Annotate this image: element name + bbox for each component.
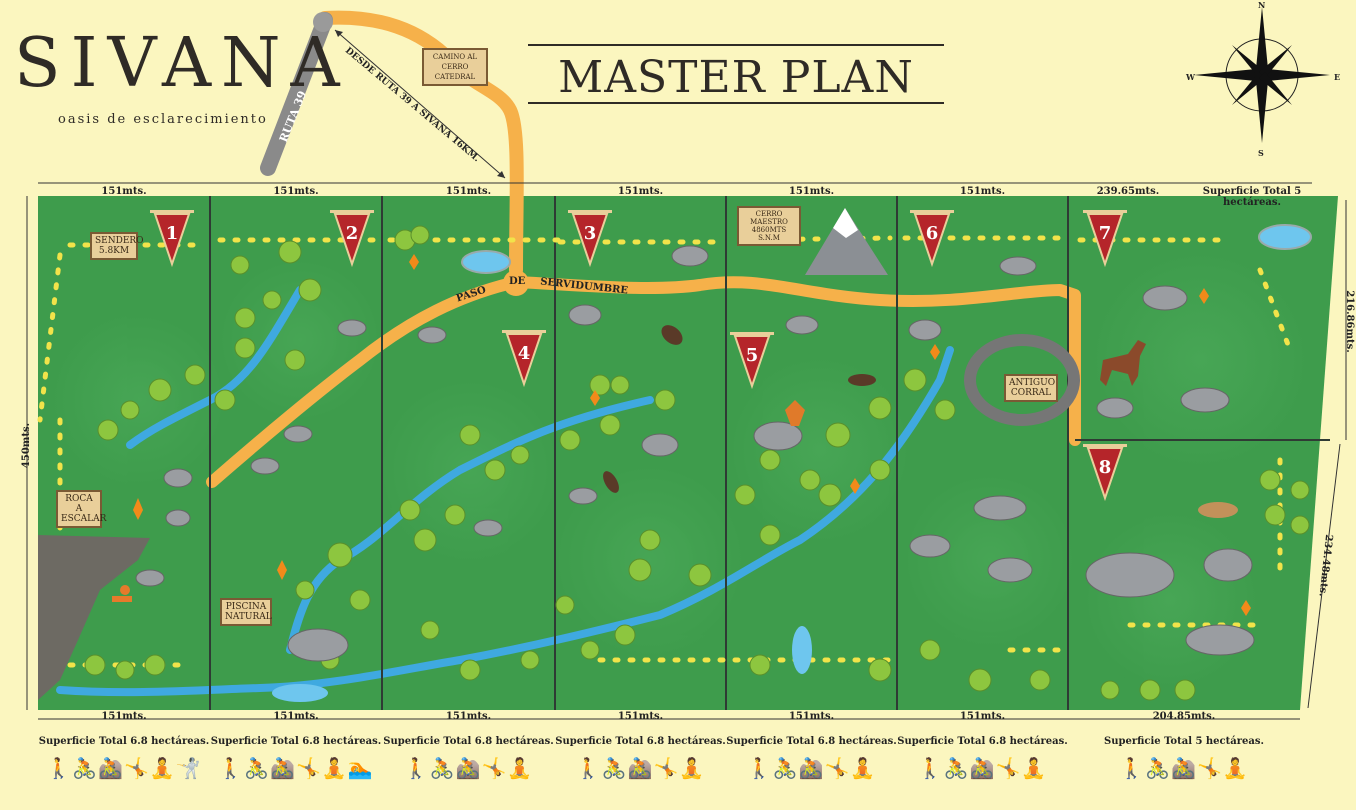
compass-north: N bbox=[1258, 0, 1266, 10]
lot-3-activity-icons: 🚶🚴🚵🤸🧘 bbox=[403, 756, 534, 780]
lot-2-number: 2 bbox=[346, 223, 359, 244]
lot-2-activity-icons: 🚶🚴🚵🤸🧘🏊 bbox=[218, 756, 374, 780]
dim-bottom-6: 151mts. bbox=[959, 711, 1006, 722]
dim-top-2: 151mts. bbox=[273, 186, 319, 197]
lot-5-pennant: 5 bbox=[730, 332, 774, 390]
piscina-sign: PISCINA NATURAL bbox=[220, 598, 272, 626]
lot-2-surface: Superficie Total 6.8 hectáreas. bbox=[210, 736, 382, 747]
dim-bottom-2: 151mts. bbox=[273, 711, 319, 722]
dim-top-4: 151mts. bbox=[617, 186, 664, 197]
dim-right-upper: 216.86mts. bbox=[1343, 290, 1355, 353]
lot-4-activity-icons: 🚶🚴🚵🤸🧘 bbox=[575, 756, 706, 780]
river bbox=[126, 286, 304, 449]
dim-top-6: 151mts. bbox=[959, 186, 1006, 197]
fox-figure bbox=[785, 400, 805, 426]
dim-left: 450mts. bbox=[21, 422, 33, 469]
lot-7-number: 7 bbox=[1099, 223, 1112, 244]
lot-1-pennant: 1 bbox=[150, 210, 194, 268]
lot-6-activity-icons: 🚶🚴🚵🤸🧘 bbox=[917, 756, 1048, 780]
dim-top-1: 151mts. bbox=[101, 186, 147, 197]
rocks bbox=[135, 245, 1255, 662]
compass-south: S bbox=[1258, 148, 1264, 158]
compass-rose-icon bbox=[1194, 7, 1330, 143]
lot-3-surface: Superficie Total 6.8 hectáreas. bbox=[383, 736, 554, 747]
lot-6-pennant: 6 bbox=[910, 210, 954, 268]
cerro-sign: CERRO MAESTRO 4860MTS S.N.M bbox=[737, 206, 801, 246]
title-rule-top bbox=[528, 44, 944, 46]
lot-7-surface: Superficie Total 5 hectáreas. bbox=[1104, 736, 1264, 747]
page-title: MASTER PLAN bbox=[558, 52, 914, 103]
title-rule-bottom bbox=[528, 102, 944, 104]
lot-1-surface: Superficie Total 6.8 hectáreas. bbox=[38, 736, 210, 747]
brand-tagline: oasis de esclarecimiento bbox=[58, 112, 268, 127]
dim-bottom-1: 151mts. bbox=[101, 711, 147, 722]
climber-figure bbox=[112, 585, 132, 602]
lot-5-activity-icons: 🚶🚴🚵🤸🧘 bbox=[746, 756, 877, 780]
lot-7-activity-icons: 🚶🚴🚵🤸🧘 bbox=[1119, 756, 1249, 780]
lot-3-number: 3 bbox=[584, 223, 597, 244]
lot-4-number: 4 bbox=[518, 343, 531, 364]
lot-pennants: 1 2 3 4 5 6 7 8 bbox=[150, 210, 1127, 502]
lot-6-number: 6 bbox=[926, 223, 939, 244]
corral-sign: ANTIGUO CORRAL bbox=[1004, 374, 1058, 402]
climbing-cliff bbox=[38, 535, 150, 700]
access-road bbox=[318, 10, 524, 277]
servidumbre-junction bbox=[503, 270, 529, 296]
brand-logo: SIVANA bbox=[14, 24, 350, 103]
dim-top-7: 239.65mts. bbox=[1096, 186, 1160, 197]
dim-bottom-5: 151mts. bbox=[788, 711, 835, 722]
compass-west: W bbox=[1186, 72, 1195, 82]
dim-bottom-7: 204.85mts. bbox=[1152, 711, 1216, 722]
route-39 bbox=[260, 12, 333, 176]
lot-7-pennant: 7 bbox=[1083, 210, 1127, 268]
lot-1-number: 1 bbox=[166, 223, 179, 244]
dim-bottom-4: 151mts. bbox=[617, 711, 664, 722]
cathedral-sign: CAMINO AL CERRO CATEDRAL bbox=[422, 48, 488, 86]
corral-rocks bbox=[964, 334, 1080, 426]
lot-2-pennant: 2 bbox=[330, 210, 374, 268]
sendero-sign: SENDERO 5.8KM bbox=[90, 232, 144, 260]
lot-3-pennant: 3 bbox=[568, 210, 612, 268]
compass-east: E bbox=[1334, 72, 1341, 82]
dim-bottom-3: 151mts. bbox=[445, 711, 492, 722]
lot-4-pennant: 4 bbox=[502, 330, 546, 388]
dim-top-total: Superficie Total 5 hectáreas. bbox=[1202, 186, 1302, 208]
lot-5-surface: Superficie Total 6.8 hectáreas. bbox=[726, 736, 897, 747]
trees bbox=[84, 225, 1310, 701]
dim-top-5: 151mts. bbox=[788, 186, 835, 197]
servidumbre-label-2: DE bbox=[509, 276, 526, 287]
dim-top-3: 151mts. bbox=[445, 186, 492, 197]
lot-4-surface: Superficie Total 6.8 hectáreas. bbox=[555, 736, 726, 747]
servidumbre-road bbox=[206, 276, 1081, 488]
lot-8-pennant: 8 bbox=[1083, 444, 1127, 502]
horse-figure bbox=[1100, 340, 1146, 386]
cerro-maestro-mountain bbox=[805, 208, 888, 275]
roca-sign: ROCA A ESCALAR bbox=[56, 490, 106, 528]
lot-8-number: 8 bbox=[1099, 457, 1112, 478]
lot-1-activity-icons: 🚶🚴🚵🤸🧘🤺 bbox=[46, 756, 202, 780]
lot-6-surface: Superficie Total 6.8 hectáreas. bbox=[897, 736, 1068, 747]
lot-5-number: 5 bbox=[746, 345, 759, 366]
